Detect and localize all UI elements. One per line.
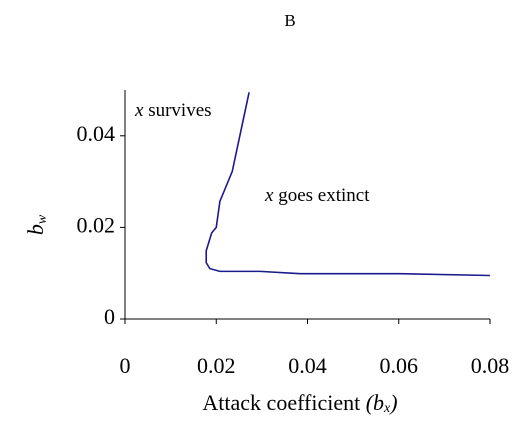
annotation: x goes extinct [264, 185, 370, 206]
y-tick-label: 0.02 [77, 212, 116, 237]
x-tick-label: 0.04 [288, 353, 327, 378]
y-tick-label: 0.04 [77, 121, 116, 146]
x-tick-label: 0 [120, 353, 131, 378]
chart-title: B [284, 11, 295, 30]
y-tick-label: 0 [104, 304, 115, 329]
x-tick-label: 0.02 [197, 353, 236, 378]
x-tick-label: 0.08 [471, 353, 510, 378]
x-axis-label: Attack coefficient (bx) [202, 390, 397, 416]
data-line [205, 92, 491, 277]
x-tick-label: 0.06 [380, 353, 419, 378]
annotation: x survives [134, 100, 212, 121]
y-axis-label: bw [23, 214, 50, 235]
